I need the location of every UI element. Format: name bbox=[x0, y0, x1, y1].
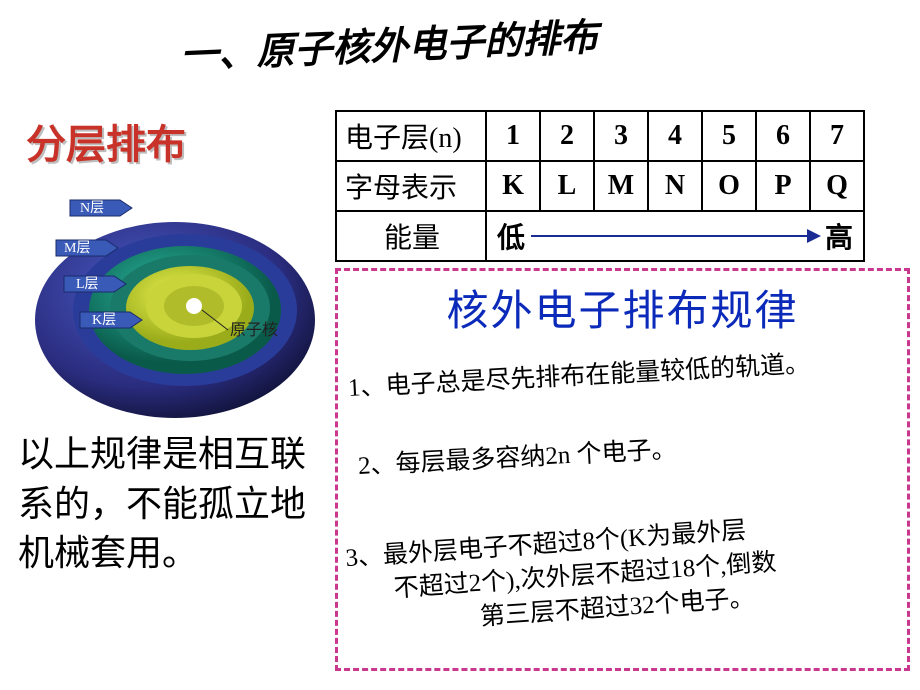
table-row1-head: 电子层(n) bbox=[336, 111, 486, 161]
shell-n-3: 3 bbox=[594, 111, 648, 161]
shell-letter-K: K bbox=[486, 161, 540, 211]
explain-text: 以上规律是相互联系的，不能孤立地机械套用。 bbox=[18, 430, 328, 579]
energy-low: 低 bbox=[497, 216, 525, 256]
shell-n-6: 6 bbox=[756, 111, 810, 161]
svg-text:N层: N层 bbox=[80, 201, 104, 216]
table-row2-head: 字母表示 bbox=[336, 161, 486, 211]
shell-letter-M: M bbox=[594, 161, 648, 211]
shell-n-1: 1 bbox=[486, 111, 540, 161]
rule-2: 2、每层最多容纳2n 个电子。 bbox=[357, 417, 907, 482]
shell-n-4: 4 bbox=[648, 111, 702, 161]
shell-letter-P: P bbox=[756, 161, 810, 211]
rules-box: 核外电子排布规律 1、电子总是尽先排布在能量较低的轨道。 2、每层最多容纳2n … bbox=[335, 268, 910, 671]
rules-title: 核外电子排布规律 bbox=[338, 277, 907, 338]
electron-shell-table: 电子层(n) 1 2 3 4 5 6 7 字母表示 K L M N O P Q … bbox=[335, 110, 865, 262]
nucleus-label: 原子核 bbox=[230, 321, 278, 339]
svg-text:L层: L层 bbox=[76, 277, 99, 292]
rule-3: 3、最外层电子不超过8个(K为最外层 不超过2个),次外层不超过18个,倒数 第… bbox=[344, 503, 910, 643]
shell-letter-O: O bbox=[702, 161, 756, 211]
svg-text:M层: M层 bbox=[64, 241, 90, 256]
shell-letter-L: L bbox=[540, 161, 594, 211]
shell-letter-Q: Q bbox=[810, 161, 864, 211]
shell-n-5: 5 bbox=[702, 111, 756, 161]
energy-high: 高 bbox=[825, 216, 853, 256]
subtitle: 分层排布 bbox=[26, 112, 186, 170]
shell-n-7: 7 bbox=[810, 111, 864, 161]
table-row3-head: 能量 bbox=[336, 211, 486, 261]
svg-text:K层: K层 bbox=[92, 313, 116, 328]
shell-n-2: 2 bbox=[540, 111, 594, 161]
energy-range-cell: 低 高 bbox=[486, 211, 864, 261]
page-title: 一、原子核外电子的排布 bbox=[179, 6, 599, 79]
shell-letter-N: N bbox=[648, 161, 702, 211]
atom-diagram: N层 M层 L层 K层 原子核 bbox=[10, 180, 320, 420]
energy-arrow-icon bbox=[531, 235, 819, 237]
rule-1: 1、电子总是尽先排布在能量较低的轨道。 bbox=[347, 339, 907, 404]
